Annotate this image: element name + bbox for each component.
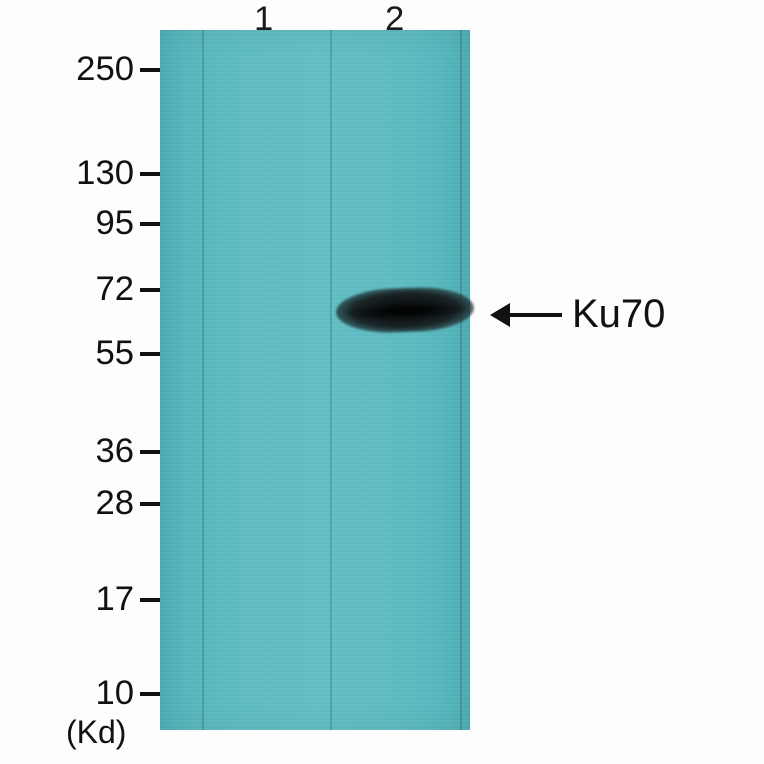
mw-marker-tick: [140, 352, 160, 356]
lane-label: 1: [254, 0, 273, 39]
mw-marker-tick: [140, 288, 160, 292]
mw-marker-tick: [140, 450, 160, 454]
mw-marker-tick: [140, 502, 160, 506]
mw-marker: 130: [0, 154, 160, 193]
mw-marker-value: 55: [95, 334, 134, 373]
mw-marker: 72: [0, 270, 160, 309]
mw-marker-value: 250: [76, 50, 134, 89]
mw-marker-value: 17: [95, 580, 134, 619]
mw-marker: 250: [0, 50, 160, 89]
mw-marker: 10: [0, 674, 160, 713]
mw-marker-tick: [140, 68, 160, 72]
mw-marker: 95: [0, 204, 160, 243]
mw-marker-tick: [140, 692, 160, 696]
mw-marker: 17: [0, 580, 160, 619]
mw-marker-tick: [140, 222, 160, 226]
mw-marker-tick: [140, 598, 160, 602]
mw-marker: 28: [0, 484, 160, 523]
mw-marker-value: 28: [95, 484, 134, 523]
mw-marker-value: 10: [95, 674, 134, 713]
band-annotation: Ku70: [490, 292, 665, 337]
lane-divider: [330, 30, 332, 730]
mw-marker-value: 130: [76, 154, 134, 193]
lane-divider: [460, 30, 462, 730]
mw-unit-label: (Kd): [66, 714, 126, 751]
mw-marker: 55: [0, 334, 160, 373]
arrow-stem: [510, 313, 562, 317]
lane-label: 2: [385, 0, 404, 39]
mw-marker-tick: [140, 172, 160, 176]
arrow-left-icon: [490, 303, 510, 327]
annotation-label: Ku70: [572, 292, 665, 337]
western-blot-membrane: [160, 30, 470, 730]
lane-divider: [202, 30, 204, 730]
mw-marker: 36: [0, 432, 160, 471]
mw-marker-value: 72: [95, 270, 134, 309]
mw-marker-value: 36: [95, 432, 134, 471]
mw-marker-value: 95: [95, 204, 134, 243]
